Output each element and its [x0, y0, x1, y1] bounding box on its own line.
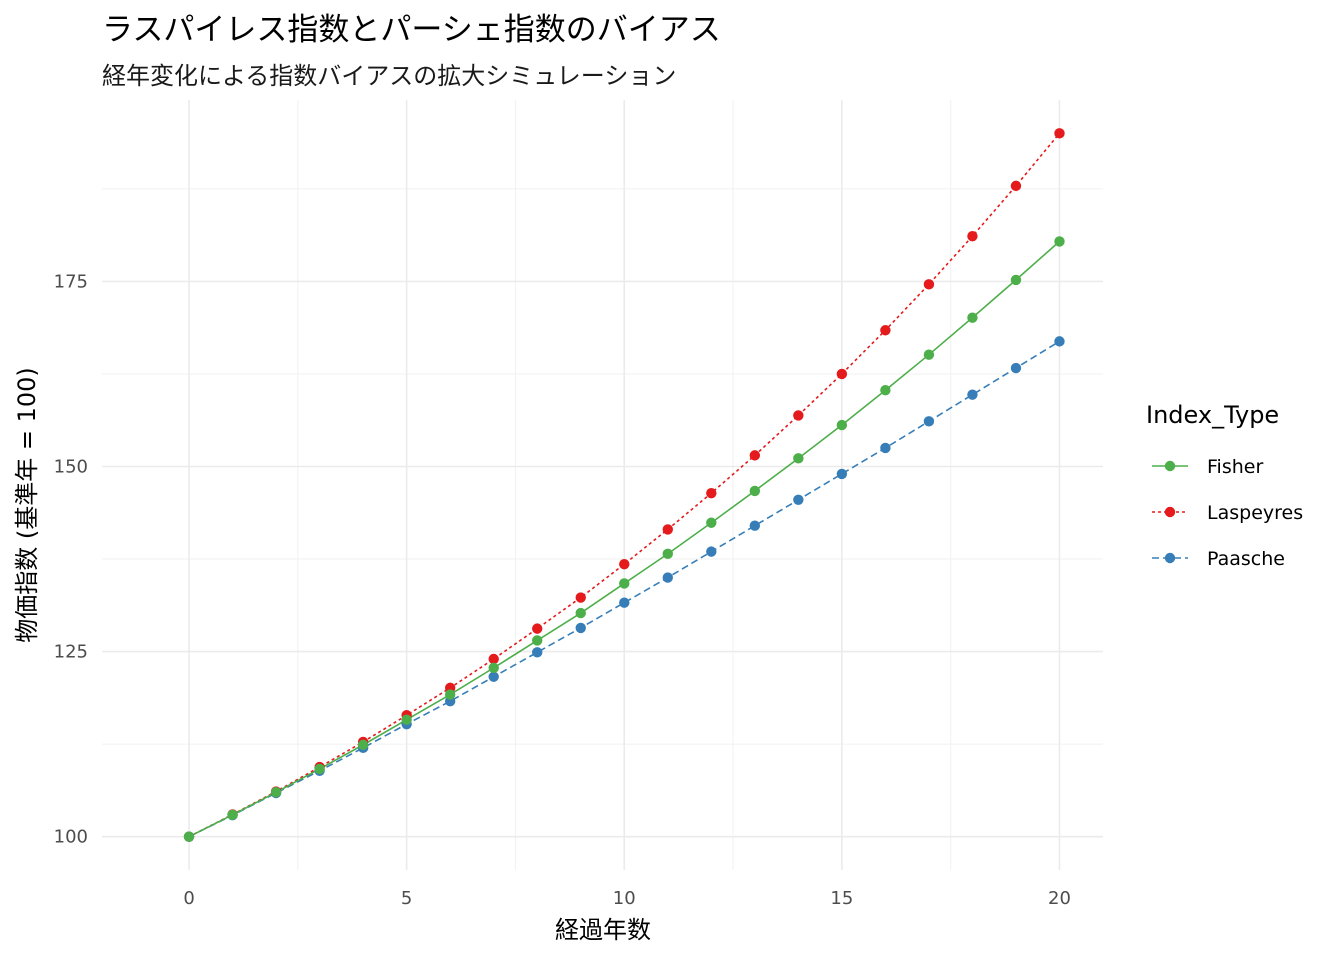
legend-label-paasche: Paasche — [1207, 548, 1285, 570]
paasche-point — [575, 622, 586, 634]
paasche-point — [1010, 362, 1022, 374]
paasche-point — [793, 494, 804, 506]
paasche-point — [619, 597, 630, 608]
fisher-point — [619, 578, 630, 589]
y-tick-label: 125 — [54, 642, 88, 663]
legend-label-laspeyres: Laspeyres — [1207, 502, 1303, 524]
laspeyres-point — [923, 279, 935, 290]
laspeyres-point — [836, 368, 848, 380]
legend-point-fisher — [1164, 460, 1176, 472]
laspeyres-point — [706, 487, 717, 499]
paasche-point — [662, 572, 673, 583]
fisher-point — [444, 689, 456, 700]
laspeyres-point — [880, 325, 891, 336]
paasche-series-line — [188, 340, 1060, 838]
paasche-point — [749, 520, 761, 531]
fisher-point — [749, 485, 761, 497]
laspeyres-point — [575, 592, 586, 603]
laspeyres-point — [1010, 180, 1022, 192]
fisher-point — [706, 517, 717, 528]
paasche-point — [836, 468, 848, 480]
x-tick-label: 10 — [613, 888, 636, 909]
legend-title: Index_Type — [1146, 401, 1279, 429]
fisher-point — [575, 607, 586, 619]
x-tick-label: 5 — [401, 888, 412, 909]
y-axis-title: 物価指数 (基準年 = 100) — [13, 367, 41, 643]
laspeyres-point — [662, 524, 673, 535]
legend-point-laspeyres — [1164, 506, 1176, 518]
legend-label-fisher: Fisher — [1207, 456, 1263, 478]
grid-major — [102, 100, 1103, 870]
laspeyres-series-line — [188, 132, 1061, 838]
grid-minor — [102, 100, 1103, 870]
legend-point-paasche — [1164, 552, 1176, 564]
series-points — [183, 128, 1065, 842]
x-tick-label: 0 — [183, 888, 194, 909]
x-tick-label: 15 — [830, 888, 853, 909]
fisher-point — [662, 548, 673, 560]
fisher-point — [488, 662, 499, 674]
x-tick-label: 20 — [1048, 888, 1071, 909]
plot-panel — [102, 100, 1103, 870]
legend-key-laspeyres: Laspeyres — [1152, 502, 1303, 524]
laspeyres-point — [967, 231, 978, 242]
fisher-point — [532, 635, 543, 646]
fisher-point — [401, 714, 412, 725]
fisher-point — [227, 809, 238, 821]
chart-subtitle: 経年変化による指数バイアスの拡大シミュレーション — [102, 62, 676, 90]
fisher-point — [1010, 274, 1022, 286]
y-axis-ticks: 100 125 150 175 — [54, 271, 88, 847]
fisher-point — [314, 763, 325, 775]
chart-title: ラスパイレス指数とパーシェ指数のバイアス — [102, 12, 721, 48]
laspeyres-point — [793, 410, 804, 421]
paasche-point — [1054, 336, 1065, 347]
laspeyres-point — [532, 623, 543, 634]
fisher-point — [357, 739, 369, 751]
x-axis-ticks: 0 5 10 15 20 — [183, 888, 1071, 909]
paasche-point — [967, 389, 978, 400]
paasche-point — [532, 647, 543, 658]
y-tick-label: 175 — [54, 271, 88, 292]
legend-key-paasche: Paasche — [1152, 548, 1285, 570]
x-axis-title: 経過年数 — [555, 916, 651, 944]
y-tick-label: 100 — [54, 827, 88, 848]
paasche-point — [488, 671, 499, 682]
y-tick-label: 150 — [54, 456, 88, 477]
paasche-point — [706, 546, 717, 557]
fisher-point — [270, 787, 282, 798]
fisher-point — [183, 831, 195, 842]
laspeyres-point — [749, 450, 761, 461]
paasche-point — [923, 416, 935, 427]
laspeyres-point — [619, 559, 630, 570]
legend-key-fisher: Fisher — [1152, 456, 1263, 478]
fisher-point — [967, 312, 978, 323]
fisher-point — [923, 349, 935, 360]
fisher-point — [1054, 236, 1065, 247]
fisher-point — [836, 419, 848, 431]
fisher-point — [793, 453, 804, 464]
fisher-point — [880, 385, 891, 396]
laspeyres-point — [1054, 128, 1065, 139]
laspeyres-point — [488, 653, 499, 665]
legend: Index_Type Fisher Laspeyres Paasche — [1146, 401, 1303, 570]
paasche-point — [880, 442, 891, 454]
